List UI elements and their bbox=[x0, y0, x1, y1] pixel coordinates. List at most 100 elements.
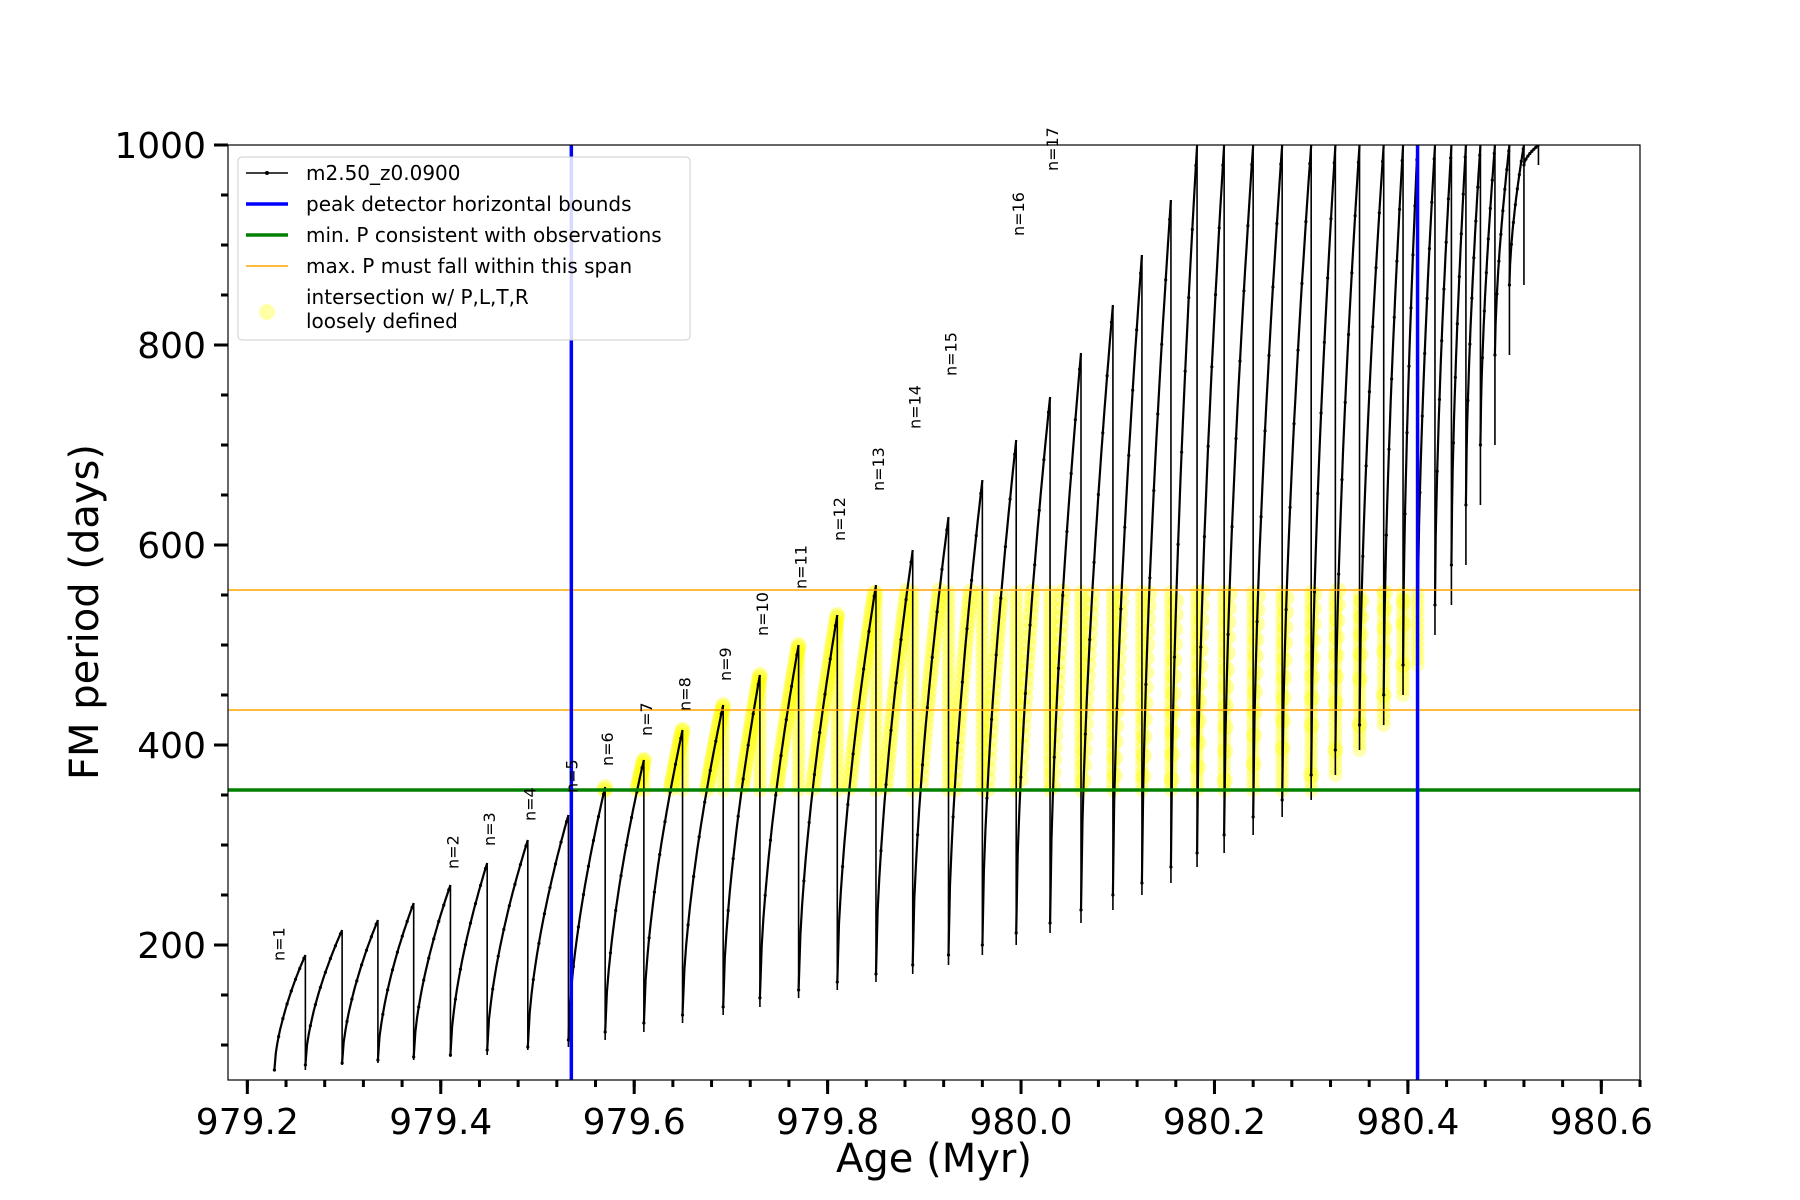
data-point bbox=[833, 624, 838, 628]
data-point bbox=[640, 766, 644, 770]
pulse-branch-18 bbox=[911, 516, 950, 966]
data-point bbox=[726, 908, 730, 913]
data-point bbox=[1497, 259, 1501, 263]
data-point bbox=[1183, 369, 1187, 373]
data-point bbox=[601, 792, 606, 796]
data-point bbox=[935, 610, 939, 614]
data-point bbox=[763, 893, 767, 897]
data-point bbox=[960, 680, 964, 684]
data-point bbox=[1400, 159, 1404, 163]
period-series-layer bbox=[272, 145, 1540, 1072]
data-point bbox=[1144, 682, 1148, 687]
data-point bbox=[969, 578, 974, 582]
data-point bbox=[1176, 542, 1180, 546]
y-axis-title: FM period (days) bbox=[62, 444, 108, 780]
data-point bbox=[1019, 775, 1023, 779]
data-point bbox=[289, 989, 293, 993]
peak-label-13: n=13 bbox=[869, 447, 888, 491]
data-point bbox=[463, 943, 468, 947]
data-point bbox=[1275, 222, 1279, 226]
data-point bbox=[1364, 464, 1368, 468]
pulse-branch-4 bbox=[376, 902, 415, 1061]
data-point bbox=[1437, 397, 1442, 402]
data-point bbox=[1109, 320, 1114, 324]
data-point bbox=[1194, 163, 1198, 168]
data-point bbox=[1014, 931, 1018, 935]
data-point bbox=[673, 762, 678, 766]
data-point bbox=[721, 1005, 725, 1009]
data-point bbox=[1105, 374, 1109, 378]
pulse-branch-37 bbox=[1433, 145, 1453, 606]
data-point bbox=[1446, 197, 1451, 201]
data-point bbox=[1101, 431, 1105, 435]
x-tick-label: 979.4 bbox=[389, 1102, 492, 1143]
data-point bbox=[1395, 259, 1399, 263]
data-point bbox=[1526, 154, 1530, 158]
pulse-branch-19 bbox=[947, 479, 984, 956]
data-point bbox=[1486, 237, 1490, 241]
data-point bbox=[1077, 367, 1082, 371]
data-point bbox=[1280, 798, 1284, 802]
data-point bbox=[386, 988, 390, 992]
peak-label-9: n=9 bbox=[716, 647, 735, 681]
pulse-branch-39 bbox=[1464, 145, 1482, 506]
data-point bbox=[642, 1021, 646, 1025]
data-point bbox=[1332, 161, 1336, 165]
data-point bbox=[1478, 153, 1482, 157]
data-point bbox=[1377, 211, 1381, 215]
data-point bbox=[1148, 576, 1152, 580]
data-point bbox=[1013, 452, 1017, 456]
data-point bbox=[1346, 332, 1351, 337]
data-point bbox=[596, 814, 601, 819]
data-point bbox=[1140, 881, 1144, 885]
data-point bbox=[840, 864, 845, 869]
data-point bbox=[985, 796, 989, 800]
data-point bbox=[1472, 256, 1476, 260]
data-point bbox=[531, 977, 535, 982]
data-point bbox=[559, 840, 563, 844]
data-point bbox=[1530, 149, 1534, 153]
data-point bbox=[1387, 447, 1391, 451]
pulse-branch-41 bbox=[1493, 145, 1511, 356]
data-point bbox=[360, 963, 364, 967]
data-point bbox=[1463, 155, 1467, 159]
data-point bbox=[1079, 908, 1083, 912]
pulse-branch-29 bbox=[1252, 145, 1284, 818]
legend-label-intersection-line1: intersection w/ P,L,T,R bbox=[306, 285, 529, 309]
data-point bbox=[872, 594, 876, 598]
data-point bbox=[422, 978, 426, 982]
data-point bbox=[483, 866, 488, 871]
data-point bbox=[1259, 515, 1263, 519]
data-point bbox=[1505, 167, 1509, 172]
data-point bbox=[1226, 632, 1230, 636]
data-point bbox=[774, 793, 778, 797]
data-point bbox=[779, 753, 783, 758]
peak-label-14: n=14 bbox=[906, 385, 925, 429]
data-point bbox=[965, 627, 969, 631]
data-point bbox=[1160, 342, 1164, 346]
data-point bbox=[1356, 160, 1361, 164]
data-point bbox=[603, 1030, 607, 1034]
data-point bbox=[491, 987, 495, 991]
data-point bbox=[285, 1002, 289, 1006]
data-point bbox=[1246, 224, 1250, 228]
data-point bbox=[1501, 209, 1505, 213]
data-point bbox=[1267, 353, 1271, 358]
data-point bbox=[1213, 293, 1218, 297]
data-point bbox=[1390, 377, 1394, 381]
data-point bbox=[1172, 655, 1177, 659]
data-point bbox=[478, 883, 483, 888]
pulse-branch-14 bbox=[758, 644, 800, 999]
data-point bbox=[797, 988, 801, 992]
pulse-branch-28 bbox=[1223, 145, 1255, 836]
data-point bbox=[1357, 723, 1362, 727]
data-point bbox=[1202, 535, 1207, 539]
data-point bbox=[513, 882, 517, 886]
pulse-branch-34 bbox=[1382, 145, 1405, 696]
data-point bbox=[1432, 157, 1436, 161]
data-point bbox=[537, 941, 541, 945]
data-point bbox=[1088, 638, 1092, 642]
data-point bbox=[1521, 147, 1525, 151]
data-point bbox=[390, 968, 395, 972]
data-point bbox=[1449, 156, 1453, 160]
